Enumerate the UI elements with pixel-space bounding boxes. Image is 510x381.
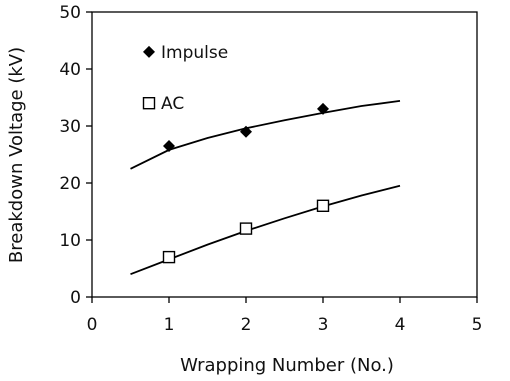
legend-label-ac: AC <box>161 94 184 114</box>
x-tick-label: 2 <box>241 315 252 335</box>
ac-point <box>162 250 176 264</box>
x-tick-label: 5 <box>472 315 483 335</box>
y-tick-label: 50 <box>59 3 81 23</box>
impulse-point <box>317 102 329 115</box>
y-tick-label: 30 <box>59 117 81 137</box>
y-tick-label: 0 <box>70 288 81 308</box>
legend-diamond-icon <box>143 45 155 58</box>
plot-frame <box>91 11 478 298</box>
axes <box>91 11 478 298</box>
x-tick-label: 4 <box>395 315 406 335</box>
ticks: 0 10 20 30 40 50 0 1 2 3 4 5 <box>59 3 482 335</box>
trendline-impulse <box>130 100 401 170</box>
y-tick-label: 20 <box>59 174 81 194</box>
y-tick-label: 40 <box>59 60 81 80</box>
impulse-point <box>163 139 175 152</box>
x-tick-label: 3 <box>318 315 329 335</box>
legend-label-impulse: Impulse <box>161 43 228 63</box>
y-axis-title: Breakdown Voltage (kV) <box>6 47 27 263</box>
x-axis-title: Wrapping Number (No.) <box>180 355 394 376</box>
trendline-ac <box>130 184 401 276</box>
y-tick-label: 10 <box>59 231 81 251</box>
data-points <box>162 102 330 264</box>
trendlines <box>130 100 401 276</box>
x-tick-label: 1 <box>164 315 175 335</box>
ac-point <box>316 199 330 213</box>
legend: Impulse AC <box>142 43 228 114</box>
legend-square-icon <box>142 96 156 110</box>
x-tick-label: 0 <box>87 315 98 335</box>
impulse-point <box>240 125 252 138</box>
ac-point <box>239 222 253 235</box>
